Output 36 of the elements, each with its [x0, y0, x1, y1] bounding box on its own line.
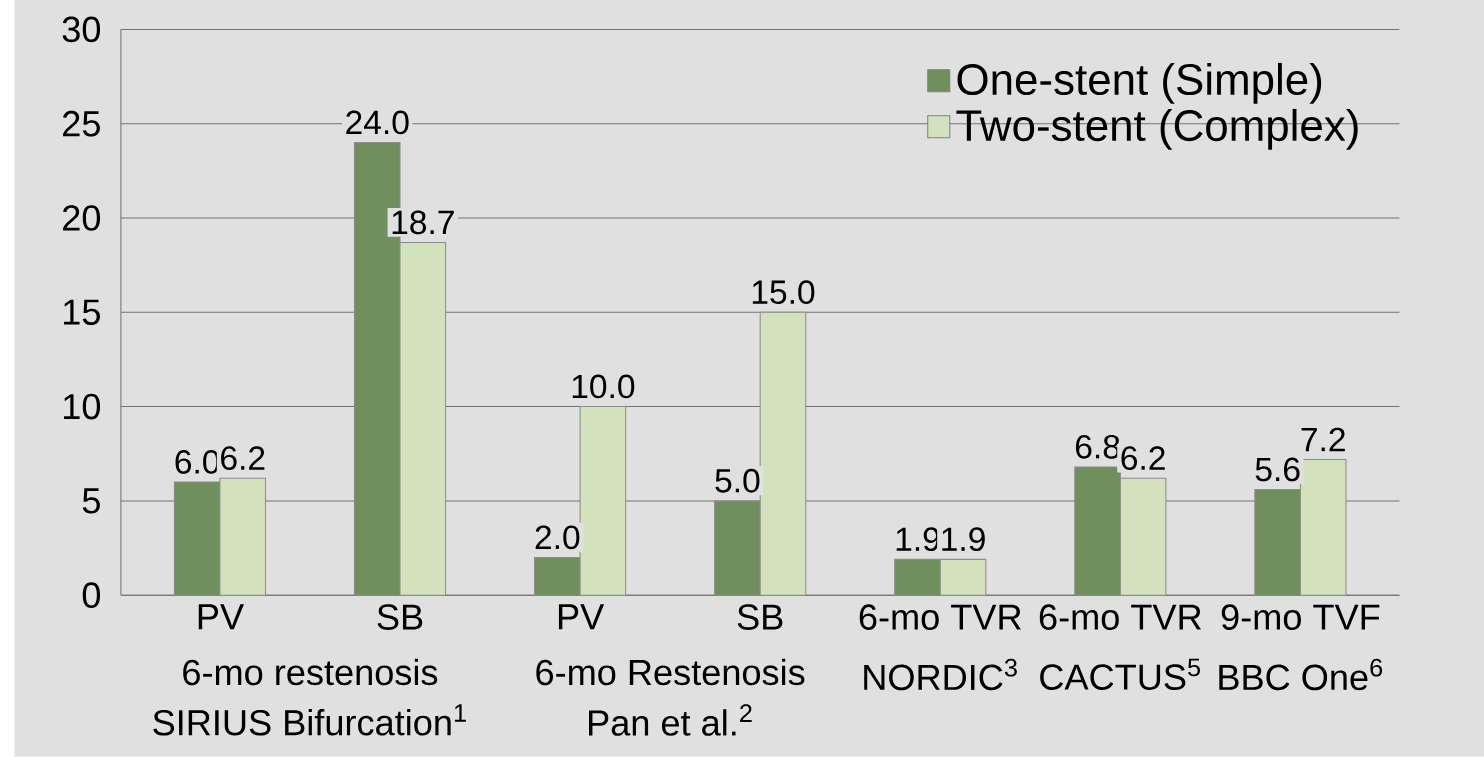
- text: CACTUS$^{5}$: [1040, 658, 1200, 691]
- text: NORDIC$^{3}$: [864, 658, 1017, 691]
- text: SIRIUS Bifurcation$^{1}$: [153, 704, 466, 736]
- y-tick-label: 0: [82, 582, 101, 609]
- y-tick-label: 10: [63, 393, 101, 420]
- text: 6-mo Restenosis: [536, 658, 805, 686]
- data-label: 5.0: [715, 468, 760, 493]
- data-label: 5.6: [1255, 457, 1300, 482]
- x-tick-label: 6-mo TVR: [859, 604, 1021, 630]
- x-tick-label: SB: [737, 604, 783, 630]
- x-tick-label: 6-mo TVR: [1039, 604, 1201, 630]
- y-tick-label: 20: [63, 205, 101, 231]
- data-label: 6.2: [221, 446, 265, 471]
- y-tick-label: 25: [63, 110, 100, 137]
- data-label: 18.7: [392, 210, 454, 235]
- data-label: 6.2: [1121, 446, 1165, 471]
- text: 6-mo restenosis: [183, 658, 438, 686]
- x-tick-label: 9-mo TVF: [1221, 604, 1380, 630]
- x-tick-label: PV: [198, 604, 244, 630]
- data-label: 10.0: [572, 374, 635, 399]
- data-label: 1.9: [942, 527, 985, 552]
- data-label: 1.9: [896, 527, 940, 552]
- data-label: 7.2: [1301, 427, 1345, 452]
- x-tick-label: PV: [558, 604, 605, 630]
- text: BBC One$^{6}$: [1219, 658, 1383, 691]
- text: Pan et al.$^{2}$: [589, 704, 752, 736]
- y-tick-label: 5: [82, 488, 100, 514]
- y-tick-label: 15: [63, 299, 100, 325]
- legend-label: One-stent (Simple): [957, 62, 1322, 104]
- data-label: 15.0: [752, 280, 815, 305]
- data-label: 6.8: [1075, 434, 1120, 459]
- x-tick-label: SB: [377, 604, 423, 630]
- data-label: 24.0: [346, 110, 409, 135]
- legend-label: Two-stent (Complex): [956, 108, 1358, 150]
- y-tick-label: 30: [62, 16, 101, 43]
- data-label: 2.0: [535, 525, 580, 550]
